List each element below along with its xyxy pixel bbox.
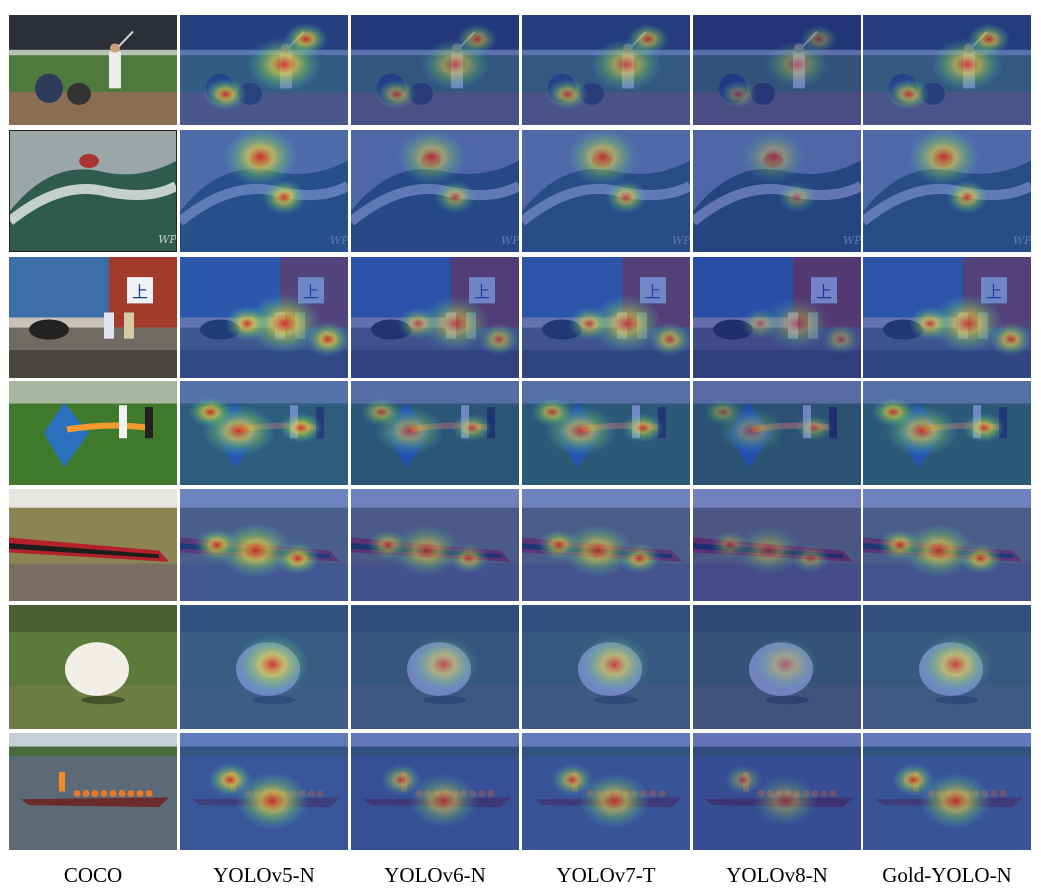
tile-graphic	[351, 489, 519, 601]
column-label-6: Gold-YOLO-N	[882, 863, 1012, 887]
source-image-surfer-1: WP	[9, 130, 177, 252]
tile-graphic	[351, 15, 519, 125]
source-image-sheep-1	[9, 605, 177, 729]
heatmap-image-boat-2	[180, 733, 348, 850]
heatmap-image-sheep-3	[351, 605, 519, 729]
tile-graphic	[180, 489, 348, 601]
source-image-baseball-1	[9, 15, 177, 125]
tile-graphic	[351, 381, 519, 485]
tile-graphic	[9, 489, 177, 601]
heatmap-image-sheep-2	[180, 605, 348, 729]
tile-graphic	[863, 15, 1031, 125]
source-image-boat-1	[9, 733, 177, 850]
heatmap-image-sheep-5	[693, 605, 861, 729]
tile-graphic: WP	[351, 130, 519, 252]
heatmap-image-surfer-2: WP	[180, 130, 348, 252]
tile-graphic: 上	[693, 257, 861, 378]
tile-graphic	[180, 605, 348, 729]
tile-graphic	[693, 733, 861, 850]
tile-graphic	[9, 733, 177, 850]
column-label-3: YOLOv6-N	[384, 863, 486, 887]
tile-graphic	[863, 733, 1031, 850]
heatmap-image-boat-6	[863, 733, 1031, 850]
tile-graphic	[180, 733, 348, 850]
tile-graphic	[693, 381, 861, 485]
heatmap-image-baseball-2	[180, 15, 348, 125]
heatmap-image-surfer-6: WP	[863, 130, 1031, 252]
heatmap-image-sheep-6	[863, 605, 1031, 729]
tile-graphic	[863, 489, 1031, 601]
tile-graphic	[522, 733, 690, 850]
heatmap-image-street-5: 上	[693, 257, 861, 378]
heatmap-image-train-3	[351, 489, 519, 601]
column-label-4: YOLOv7-T	[556, 863, 656, 887]
tile-graphic	[351, 733, 519, 850]
tile-graphic: WP	[10, 131, 176, 251]
heatmap-image-baseball-5	[693, 15, 861, 125]
tile-graphic	[9, 15, 177, 125]
tile-graphic: 上	[522, 257, 690, 378]
column-label-2: YOLOv5-N	[213, 863, 315, 887]
tile-graphic: WP	[522, 130, 690, 252]
heatmap-image-kite-5	[693, 381, 861, 485]
heatmap-image-sheep-4	[522, 605, 690, 729]
heatmap-image-train-4	[522, 489, 690, 601]
tile-graphic: 上	[863, 257, 1031, 378]
tile-graphic: WP	[180, 130, 348, 252]
tile-graphic	[693, 15, 861, 125]
heatmap-image-kite-3	[351, 381, 519, 485]
tile-graphic	[522, 605, 690, 729]
tile-graphic	[522, 381, 690, 485]
heatmap-image-surfer-4: WP	[522, 130, 690, 252]
heatmap-image-baseball-6	[863, 15, 1031, 125]
column-label-5: YOLOv8-N	[726, 863, 828, 887]
watermark: WP	[158, 233, 176, 246]
tile-graphic	[351, 605, 519, 729]
tile-graphic	[180, 15, 348, 125]
tile-graphic	[693, 605, 861, 729]
heatmap-image-baseball-4	[522, 15, 690, 125]
heatmap-image-boat-5	[693, 733, 861, 850]
tile-graphic	[9, 605, 177, 729]
heatmap-image-train-6	[863, 489, 1031, 601]
tile-graphic: 上	[9, 257, 177, 378]
heatmap-image-street-3: 上	[351, 257, 519, 378]
tile-graphic	[522, 489, 690, 601]
heatmap-image-surfer-5: WP	[693, 130, 861, 252]
heatmap-image-street-2: 上	[180, 257, 348, 378]
source-image-street-1: 上	[9, 257, 177, 378]
tile-graphic	[863, 605, 1031, 729]
heatmap-image-kite-6	[863, 381, 1031, 485]
heatmap-image-train-5	[693, 489, 861, 601]
heatmap-image-surfer-3: WP	[351, 130, 519, 252]
heatmap-image-kite-4	[522, 381, 690, 485]
heatmap-image-street-4: 上	[522, 257, 690, 378]
heatmap-image-street-6: 上	[863, 257, 1031, 378]
tile-graphic	[180, 381, 348, 485]
heatmap-image-boat-4	[522, 733, 690, 850]
sign-glyph: 上	[132, 282, 148, 301]
tile-graphic: WP	[863, 130, 1031, 252]
tile-graphic: 上	[180, 257, 348, 378]
tile-graphic: WP	[693, 130, 861, 252]
tile-graphic	[693, 489, 861, 601]
heatmap-image-kite-2	[180, 381, 348, 485]
source-image-kite-1	[9, 381, 177, 485]
heatmap-image-train-2	[180, 489, 348, 601]
tile-graphic	[522, 15, 690, 125]
tile-graphic: 上	[351, 257, 519, 378]
column-label-1: COCO	[63, 863, 123, 887]
tile-graphic	[9, 381, 177, 485]
heatmap-image-baseball-3	[351, 15, 519, 125]
source-image-train-1	[9, 489, 177, 601]
heatmap-image-boat-3	[351, 733, 519, 850]
tile-graphic	[863, 381, 1031, 485]
